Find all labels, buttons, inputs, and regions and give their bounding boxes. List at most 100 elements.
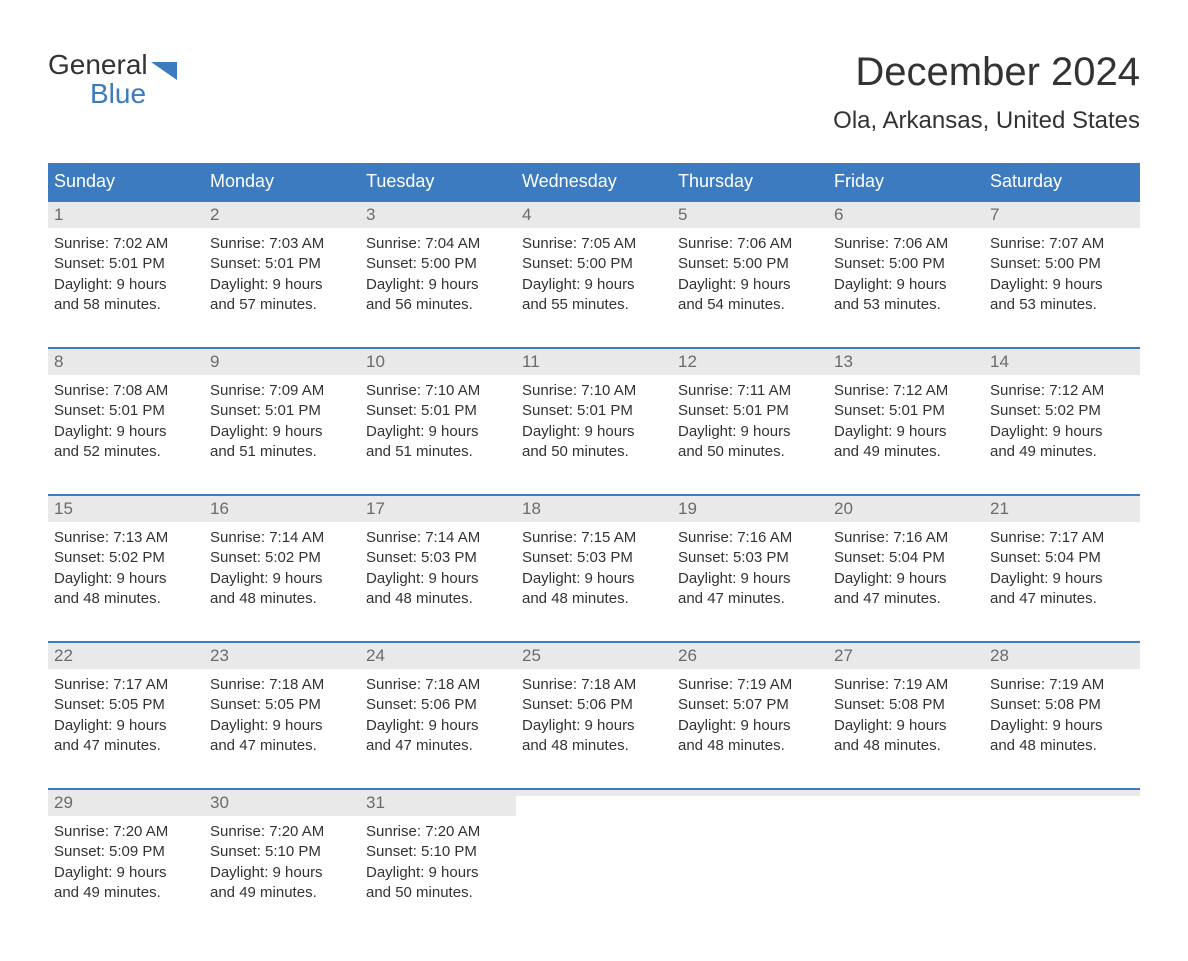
day-number-row: 17	[360, 496, 516, 522]
day-daylight1: Daylight: 9 hours	[990, 569, 1134, 589]
day-daylight2: and 47 minutes.	[678, 589, 822, 609]
calendar-day: 27Sunrise: 7:19 AMSunset: 5:08 PMDayligh…	[828, 643, 984, 764]
day-body: Sunrise: 7:18 AMSunset: 5:05 PMDaylight:…	[204, 669, 360, 756]
day-body: Sunrise: 7:03 AMSunset: 5:01 PMDaylight:…	[204, 228, 360, 315]
logo-flag-icon	[151, 56, 177, 74]
day-sunrise: Sunrise: 7:17 AM	[990, 528, 1134, 548]
day-sunset: Sunset: 5:06 PM	[366, 695, 510, 715]
calendar-day: 2Sunrise: 7:03 AMSunset: 5:01 PMDaylight…	[204, 202, 360, 323]
day-number: 6	[834, 205, 843, 224]
day-number-row	[516, 790, 672, 796]
day-number-row: 20	[828, 496, 984, 522]
day-number: 8	[54, 352, 63, 371]
day-body: Sunrise: 7:11 AMSunset: 5:01 PMDaylight:…	[672, 375, 828, 462]
calendar-day: 20Sunrise: 7:16 AMSunset: 5:04 PMDayligh…	[828, 496, 984, 617]
day-number-row	[672, 790, 828, 796]
calendar-day: 10Sunrise: 7:10 AMSunset: 5:01 PMDayligh…	[360, 349, 516, 470]
day-daylight1: Daylight: 9 hours	[210, 275, 354, 295]
day-body: Sunrise: 7:09 AMSunset: 5:01 PMDaylight:…	[204, 375, 360, 462]
day-body: Sunrise: 7:20 AMSunset: 5:10 PMDaylight:…	[204, 816, 360, 903]
day-sunset: Sunset: 5:10 PM	[366, 842, 510, 862]
day-number-row: 9	[204, 349, 360, 375]
day-number-row: 22	[48, 643, 204, 669]
dow-wednesday: Wednesday	[516, 163, 672, 200]
day-daylight1: Daylight: 9 hours	[366, 863, 510, 883]
dow-sunday: Sunday	[48, 163, 204, 200]
day-number: 10	[366, 352, 385, 371]
day-daylight1: Daylight: 9 hours	[522, 716, 666, 736]
day-daylight2: and 54 minutes.	[678, 295, 822, 315]
day-number-row: 7	[984, 202, 1140, 228]
calendar-day: 21Sunrise: 7:17 AMSunset: 5:04 PMDayligh…	[984, 496, 1140, 617]
day-daylight1: Daylight: 9 hours	[210, 569, 354, 589]
day-daylight1: Daylight: 9 hours	[366, 422, 510, 442]
day-daylight2: and 53 minutes.	[990, 295, 1134, 315]
day-number: 29	[54, 793, 73, 812]
day-body: Sunrise: 7:17 AMSunset: 5:05 PMDaylight:…	[48, 669, 204, 756]
day-number-row: 5	[672, 202, 828, 228]
day-body: Sunrise: 7:05 AMSunset: 5:00 PMDaylight:…	[516, 228, 672, 315]
day-body: Sunrise: 7:12 AMSunset: 5:02 PMDaylight:…	[984, 375, 1140, 462]
calendar-day: 12 Sunrise: 7:11 AMSunset: 5:01 PMDayligh…	[672, 349, 828, 470]
day-number: 30	[210, 793, 229, 812]
day-sunset: Sunset: 5:03 PM	[366, 548, 510, 568]
day-number-row: 13	[828, 349, 984, 375]
day-number-row: 21	[984, 496, 1140, 522]
day-number: 20	[834, 499, 853, 518]
day-body: Sunrise: 7:04 AMSunset: 5:00 PMDaylight:…	[360, 228, 516, 315]
calendar-day	[516, 790, 672, 911]
day-daylight1: Daylight: 9 hours	[54, 863, 198, 883]
day-daylight1: Daylight: 9 hours	[990, 275, 1134, 295]
day-sunrise: Sunrise: 7:10 AM	[366, 381, 510, 401]
day-number-row: 23	[204, 643, 360, 669]
calendar-week: 29 Sunrise: 7:20 AMSunset: 5:09 PMDayligh…	[48, 788, 1140, 911]
day-body: Sunrise: 7:07 AMSunset: 5:00 PMDaylight:…	[984, 228, 1140, 315]
day-sunrise: Sunrise: 7:19 AM	[834, 675, 978, 695]
day-body: Sunrise: 7:20 AMSunset: 5:09 PMDaylight:…	[48, 816, 204, 903]
day-number-row: 28	[984, 643, 1140, 669]
day-sunrise: Sunrise: 7:17 AM	[54, 675, 198, 695]
calendar-day: 29 Sunrise: 7:20 AMSunset: 5:09 PMDayligh…	[48, 790, 204, 911]
day-daylight2: and 49 minutes.	[834, 442, 978, 462]
day-sunset: Sunset: 5:10 PM	[210, 842, 354, 862]
day-number: 21	[990, 499, 1009, 518]
day-number-row: 11	[516, 349, 672, 375]
day-body: Sunrise: 7:12 AMSunset: 5:01 PMDaylight:…	[828, 375, 984, 462]
day-sunset: Sunset: 5:01 PM	[210, 401, 354, 421]
day-number: 26	[678, 646, 697, 665]
day-sunset: Sunset: 5:00 PM	[990, 254, 1134, 274]
day-sunrise: Sunrise: 7:18 AM	[366, 675, 510, 695]
day-sunset: Sunset: 5:00 PM	[522, 254, 666, 274]
day-sunset: Sunset: 5:00 PM	[366, 254, 510, 274]
day-number: 14	[990, 352, 1009, 371]
day-body: Sunrise: 7:02 AMSunset: 5:01 PMDaylight:…	[48, 228, 204, 315]
month-title: December 2024	[833, 50, 1140, 95]
day-sunset: Sunset: 5:05 PM	[54, 695, 198, 715]
day-daylight2: and 56 minutes.	[366, 295, 510, 315]
day-sunset: Sunset: 5:00 PM	[834, 254, 978, 274]
calendar-week: 15Sunrise: 7:13 AMSunset: 5:02 PMDayligh…	[48, 494, 1140, 617]
day-sunrise: Sunrise: 7:14 AM	[366, 528, 510, 548]
day-body: Sunrise: 7:19 AMSunset: 5:07 PMDaylight:…	[672, 669, 828, 756]
day-daylight1: Daylight: 9 hours	[834, 422, 978, 442]
day-number: 12	[678, 352, 697, 371]
day-number: 27	[834, 646, 853, 665]
day-daylight2: and 48 minutes.	[678, 736, 822, 756]
calendar-day: 7Sunrise: 7:07 AMSunset: 5:00 PMDaylight…	[984, 202, 1140, 323]
calendar-day: 22Sunrise: 7:17 AMSunset: 5:05 PMDayligh…	[48, 643, 204, 764]
day-number: 1	[54, 205, 63, 224]
day-sunrise: Sunrise: 7:16 AM	[678, 528, 822, 548]
day-daylight2: and 47 minutes.	[210, 736, 354, 756]
calendar-day: 11Sunrise: 7:10 AMSunset: 5:01 PMDayligh…	[516, 349, 672, 470]
day-number: 9	[210, 352, 219, 371]
day-sunset: Sunset: 5:00 PM	[678, 254, 822, 274]
day-number-row: 2	[204, 202, 360, 228]
day-daylight2: and 57 minutes.	[210, 295, 354, 315]
day-sunrise: Sunrise: 7:14 AM	[210, 528, 354, 548]
day-daylight1: Daylight: 9 hours	[678, 569, 822, 589]
day-daylight1: Daylight: 9 hours	[366, 275, 510, 295]
day-daylight2: and 49 minutes.	[54, 883, 198, 903]
day-sunrise: Sunrise: 7:16 AM	[834, 528, 978, 548]
day-body: Sunrise: 7:18 AMSunset: 5:06 PMDaylight:…	[516, 669, 672, 756]
dow-saturday: Saturday	[984, 163, 1140, 200]
